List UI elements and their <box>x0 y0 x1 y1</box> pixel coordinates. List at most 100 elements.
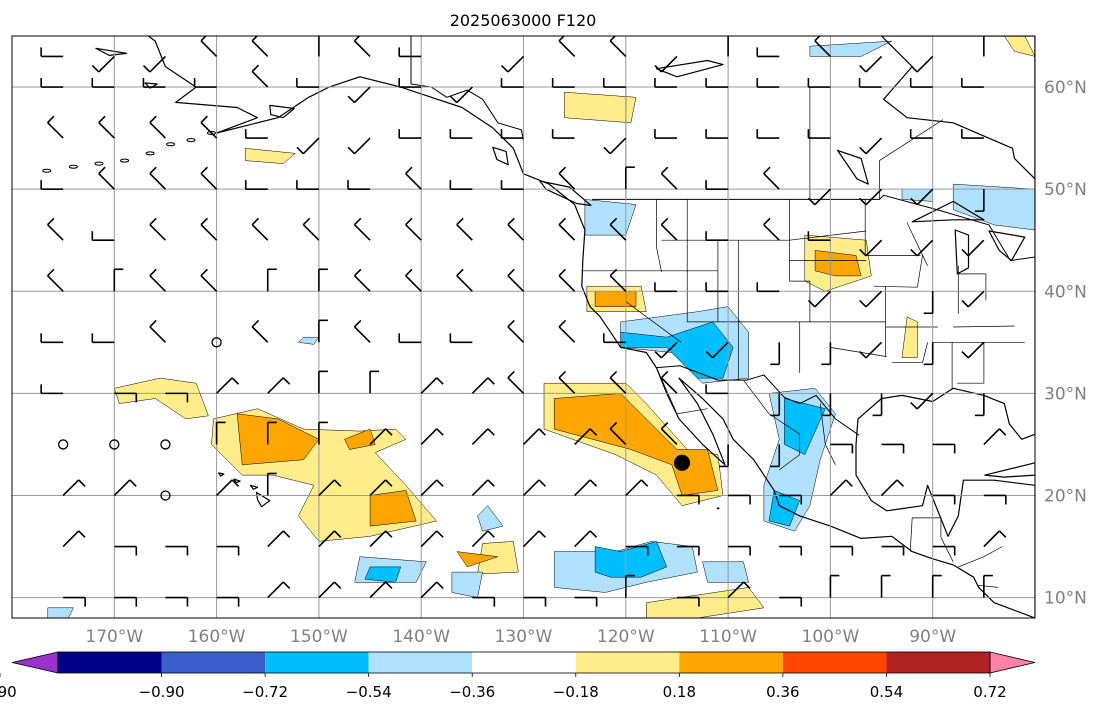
barb-staff <box>251 326 269 343</box>
wind-barb <box>609 217 627 241</box>
barb-staff <box>471 428 489 445</box>
wind-barb <box>872 393 883 417</box>
wind-barb <box>756 47 780 58</box>
barb-flag <box>660 166 669 175</box>
barb-staff <box>200 173 218 190</box>
wind-barb <box>551 129 575 139</box>
barb-flag <box>558 370 567 379</box>
barb-flag <box>333 479 342 487</box>
wind-barb <box>522 428 546 445</box>
barb-staff <box>660 377 678 394</box>
barb-staff <box>353 326 371 343</box>
lake-michigan <box>955 230 969 274</box>
colorbar-tick-label: 0.18 <box>663 683 696 701</box>
barb-staff <box>660 428 678 445</box>
location-marker <box>674 454 691 471</box>
wind-barb <box>405 268 422 292</box>
barb-staff <box>507 55 525 73</box>
barb-flag <box>589 479 598 487</box>
wind-barb <box>574 428 598 445</box>
latitude-label: 20°N <box>1044 486 1087 506</box>
wind-barb <box>296 180 319 190</box>
anomaly-region <box>364 566 402 583</box>
barb-staff <box>200 121 218 139</box>
barb-staff <box>522 530 540 548</box>
lake-superior <box>912 201 984 222</box>
barb-staff <box>369 530 387 548</box>
barb-staff <box>558 173 576 190</box>
wind-barb <box>961 341 985 359</box>
calm-wind-circle <box>109 439 120 450</box>
wind-barb <box>114 596 138 607</box>
wind-barb <box>609 370 627 394</box>
barb-flag <box>507 268 515 277</box>
haida-gwaii <box>492 147 509 165</box>
barb-flag <box>385 581 393 589</box>
barb-staff <box>609 137 627 155</box>
border-line <box>410 36 524 142</box>
barb-staff <box>865 137 883 155</box>
colorbar-extend-high <box>989 651 1036 674</box>
wind-barb <box>149 217 167 241</box>
wind-barb <box>251 319 269 343</box>
wind-barb <box>983 574 993 598</box>
wind-barb <box>654 129 677 139</box>
wind-barb <box>654 78 677 88</box>
wind-barb <box>40 180 64 190</box>
barb-flag <box>961 248 969 257</box>
wind-barb <box>624 166 635 190</box>
wind-barb <box>398 129 422 139</box>
wind-barb <box>318 581 342 599</box>
barb-flag <box>302 217 311 226</box>
barb-flag <box>998 530 1007 538</box>
barb-flag <box>98 115 106 124</box>
map-area[interactable] <box>11 0 1045 619</box>
wind-barb <box>807 290 831 308</box>
barb-flag <box>538 530 546 538</box>
wind-barb <box>40 78 64 88</box>
wind-barb <box>558 319 576 343</box>
wind-barb <box>705 78 729 88</box>
border-line <box>789 280 811 322</box>
wind-barb <box>98 115 115 139</box>
barb-flag <box>282 530 291 538</box>
wind-barb <box>807 188 831 206</box>
wind-barb <box>200 36 218 57</box>
wind-barb <box>558 166 576 190</box>
barb-staff <box>251 70 269 88</box>
wind-barb <box>266 268 277 292</box>
barb-flag <box>353 36 361 42</box>
barb-flag <box>149 319 157 328</box>
barb-staff <box>660 173 678 190</box>
barb-flag <box>589 530 598 538</box>
barb-staff <box>216 479 233 497</box>
anomaly-region <box>477 541 519 575</box>
wind-barb <box>266 421 277 445</box>
barb-staff <box>216 377 233 394</box>
barb-staff <box>405 224 422 241</box>
barb-flag <box>129 479 137 487</box>
wind-barb <box>47 115 64 139</box>
wind-barb <box>881 545 905 556</box>
longitude-labels: 170°W 160°W 150°W 140°W 130°W 120°W 110°W 100°W… <box>85 627 956 647</box>
barb-flag <box>654 350 662 359</box>
barb-flag <box>436 479 444 487</box>
barb-staff <box>251 224 269 241</box>
colorbar-tick-label: −0.90 <box>139 683 185 701</box>
border-line <box>906 222 928 266</box>
aleutian-island <box>42 168 52 173</box>
wind-barb <box>574 530 598 548</box>
wind-barb <box>705 231 729 242</box>
colorbar-extend-low <box>11 651 59 674</box>
colorbar-segment <box>575 652 680 673</box>
wind-barb <box>98 166 115 190</box>
border-line <box>940 537 954 562</box>
barb-flag <box>231 479 240 487</box>
barb-staff <box>200 40 218 57</box>
wind-barb <box>165 545 189 556</box>
lake-superior-outline <box>911 200 985 223</box>
anomaly-region <box>564 91 637 124</box>
barb-staff <box>353 224 371 241</box>
barb-staff <box>865 239 883 257</box>
barb-staff <box>507 224 525 241</box>
